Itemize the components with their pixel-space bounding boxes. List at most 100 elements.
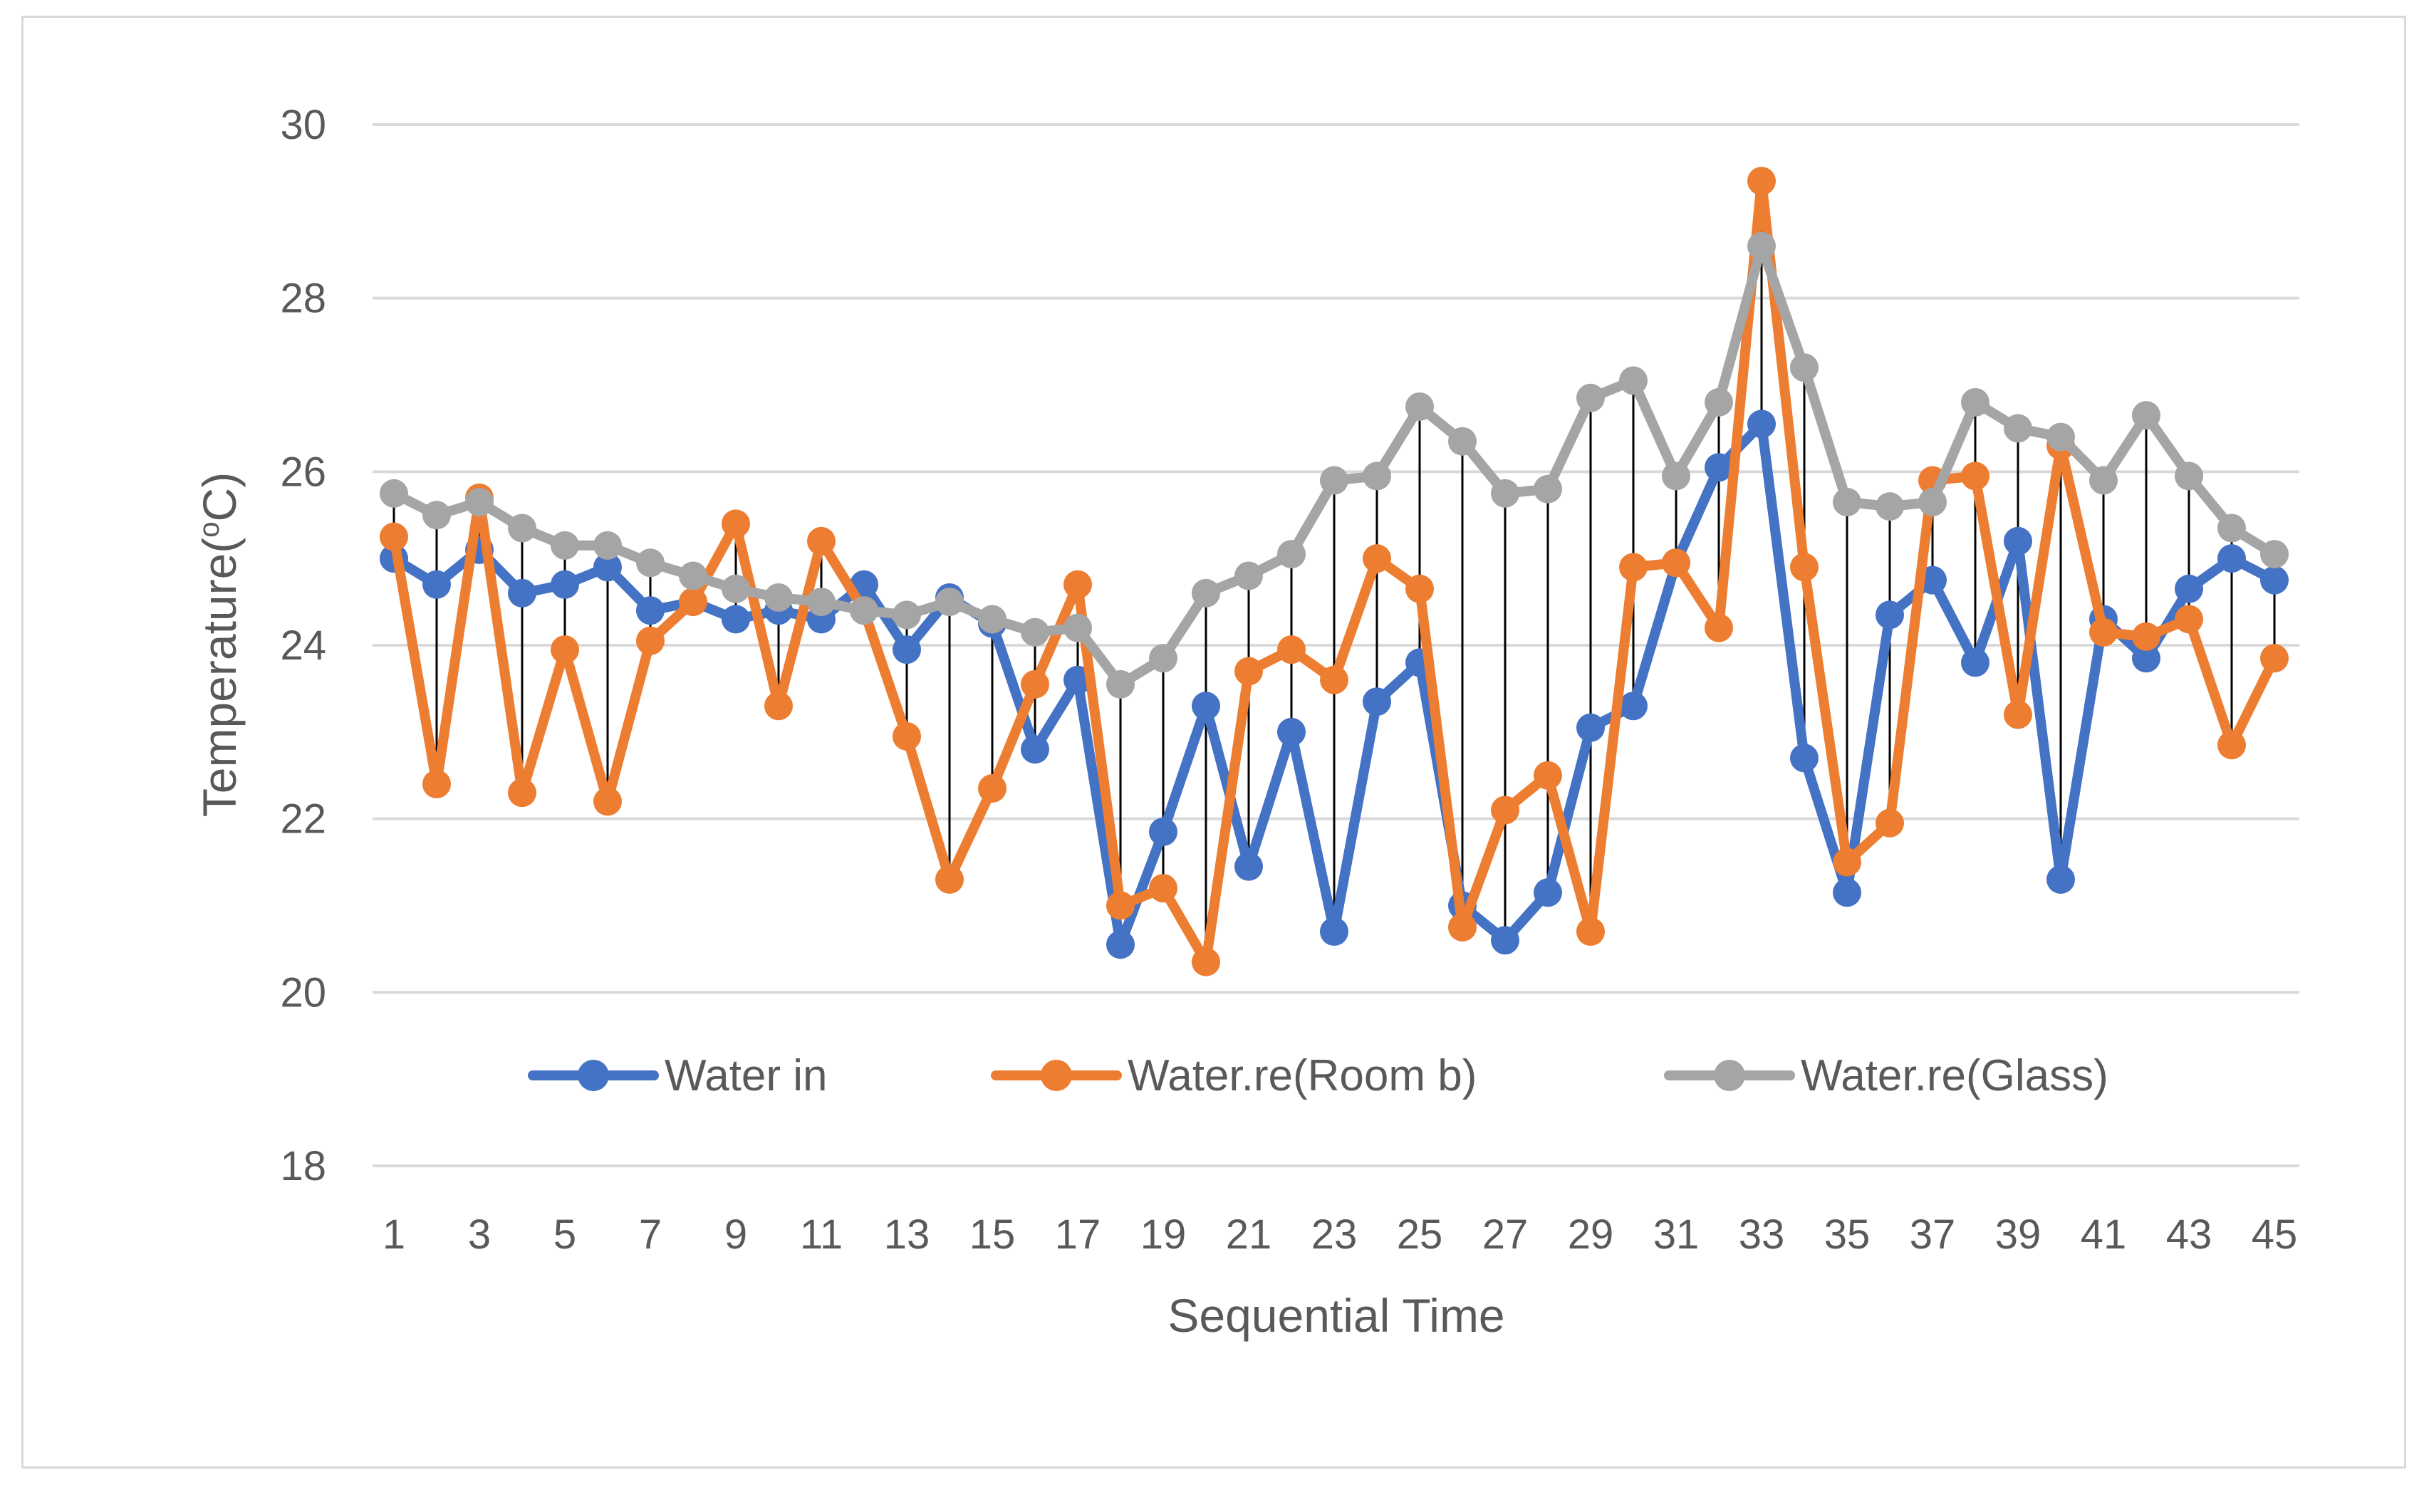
- data-point: [380, 522, 408, 551]
- data-point: [551, 635, 579, 664]
- data-point: [1662, 462, 1690, 491]
- data-point: [2004, 414, 2032, 443]
- data-point: [1918, 487, 1947, 516]
- data-point: [636, 548, 665, 578]
- data-point: [1833, 487, 1861, 516]
- x-tick-label: 45: [2252, 1211, 2298, 1258]
- data-point: [1363, 462, 1391, 491]
- data-point: [1192, 692, 1220, 721]
- chart-frame: 18 20 22 24 26 28 30 1 3 5 7 9 11 13 15 17 19 21 23 25 27 29…: [21, 16, 2406, 1469]
- data-point: [1790, 553, 1819, 582]
- data-point: [1363, 687, 1391, 716]
- data-point: [422, 501, 451, 530]
- data-point: [2260, 540, 2289, 569]
- y-tick-label: 18: [280, 1143, 326, 1189]
- data-point: [1320, 665, 1348, 694]
- data-point: [978, 774, 1006, 803]
- data-point: [1021, 617, 1049, 647]
- data-point: [1320, 917, 1348, 947]
- x-tick-label: 9: [724, 1211, 747, 1258]
- legend-swatch-marker: [578, 1060, 609, 1091]
- data-point: [1149, 644, 1177, 673]
- data-point: [1192, 947, 1220, 976]
- data-point: [2175, 462, 2203, 491]
- data-point: [1106, 891, 1135, 920]
- data-point: [2089, 617, 2118, 647]
- data-point: [893, 600, 921, 630]
- data-point: [764, 692, 793, 721]
- data-point: [1277, 540, 1306, 569]
- data-point: [1747, 231, 1776, 261]
- data-point: [1149, 817, 1177, 846]
- data-point: [1534, 761, 1562, 790]
- data-point: [1491, 479, 1519, 508]
- data-point: [1961, 387, 1989, 417]
- data-point: [1876, 600, 1904, 630]
- data-point: [1234, 852, 1263, 881]
- x-tick-label: 1: [383, 1211, 405, 1258]
- data-point: [2260, 565, 2289, 595]
- data-point: [551, 570, 579, 599]
- series-2: [380, 231, 2289, 699]
- data-point: [2217, 544, 2246, 573]
- x-axis-ticks: 1 3 5 7 9 11 13 15 17 19 21 23 25 27 29 31 33 35 37 39 41 43 4…: [383, 1211, 2297, 1258]
- data-point: [465, 487, 494, 516]
- data-point: [1192, 578, 1220, 608]
- data-point: [850, 596, 878, 625]
- data-point: [1705, 453, 1733, 482]
- data-point: [1320, 466, 1348, 495]
- data-point: [1961, 462, 1989, 491]
- y-tick-label: 22: [280, 796, 326, 843]
- data-point: [551, 531, 579, 560]
- data-point: [722, 605, 750, 634]
- x-tick-label: 25: [1397, 1211, 1443, 1258]
- x-tick-label: 15: [969, 1211, 1016, 1258]
- legend: Water in Water.re(Room b) Water.re(Glass): [528, 1051, 2108, 1100]
- data-point: [679, 561, 707, 590]
- x-tick-label: 11: [800, 1211, 843, 1258]
- data-point: [636, 626, 665, 655]
- data-point: [422, 769, 451, 798]
- x-tick-label: 19: [1140, 1211, 1187, 1258]
- data-point: [1234, 657, 1263, 686]
- y-axis-ticks: 18 20 22 24 26 28 30: [280, 102, 326, 1189]
- data-point: [935, 865, 964, 894]
- y-axis-title-superscript: o: [194, 521, 225, 537]
- data-point: [1790, 744, 1819, 773]
- data-point: [636, 596, 665, 625]
- data-point: [1021, 669, 1049, 699]
- data-point: [722, 509, 750, 538]
- data-point: [1405, 574, 1434, 603]
- data-point: [593, 531, 622, 560]
- data-point: [2046, 422, 2075, 452]
- x-tick-label: 5: [553, 1211, 576, 1258]
- data-point: [893, 721, 921, 751]
- legend-item-1: Water.re(Room b): [991, 1051, 1477, 1100]
- y-tick-label: 28: [280, 276, 326, 322]
- data-point: [1448, 912, 1477, 942]
- x-tick-label: 39: [1995, 1211, 2041, 1258]
- data-point: [807, 588, 836, 617]
- data-point: [1106, 669, 1135, 699]
- data-point: [1576, 917, 1605, 947]
- x-tick-label: 29: [1568, 1211, 1614, 1258]
- data-point: [1705, 613, 1733, 642]
- data-point: [1491, 796, 1519, 825]
- legend-item-2: Water.re(Glass): [1664, 1051, 2108, 1100]
- data-point: [1833, 848, 1861, 877]
- data-point: [380, 479, 408, 508]
- data-point: [1876, 808, 1904, 838]
- data-point: [593, 553, 622, 582]
- x-tick-label: 23: [1311, 1211, 1358, 1258]
- data-point: [593, 787, 622, 816]
- y-tick-label: 26: [280, 449, 326, 495]
- data-point: [1534, 474, 1562, 504]
- data-point: [2132, 622, 2160, 651]
- data-point: [2089, 466, 2118, 495]
- data-point: [1534, 878, 1562, 907]
- data-point: [2217, 731, 2246, 760]
- data-point: [2132, 644, 2160, 673]
- data-point: [807, 526, 836, 556]
- data-point: [2260, 644, 2289, 673]
